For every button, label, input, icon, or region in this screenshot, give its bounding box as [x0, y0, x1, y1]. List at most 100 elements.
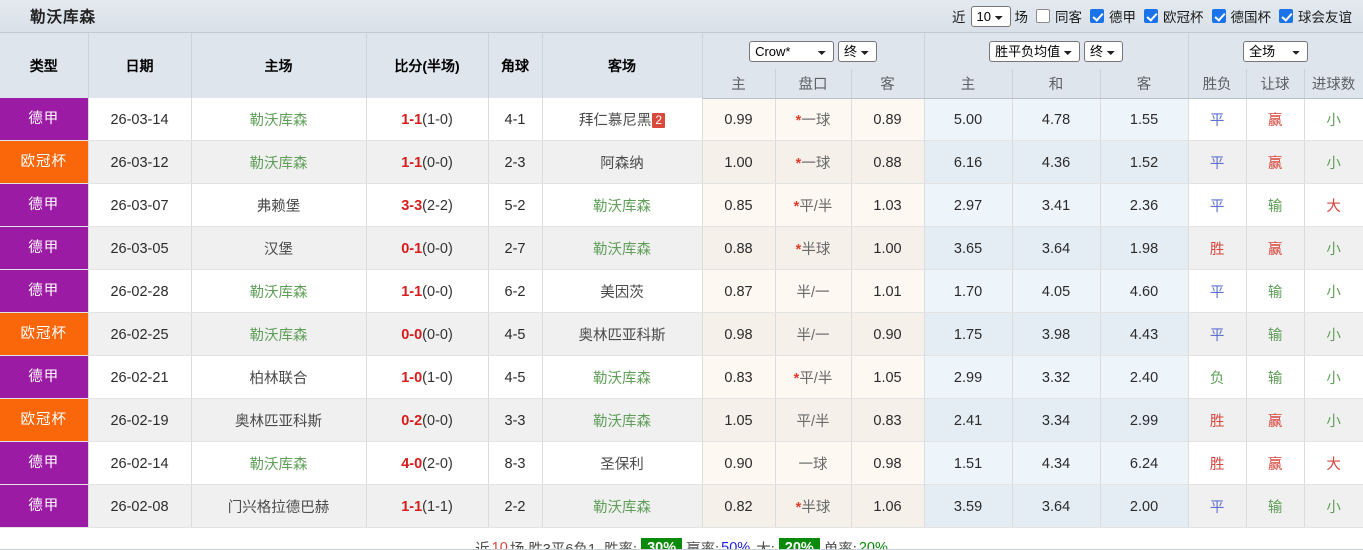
- table-row[interactable]: 德甲 26-02-28 勒沃库森 1-1(0-0) 6-2 美因茨 0.87 半/一 1.01 1…: [0, 269, 1363, 313]
- recent-count-select[interactable]: 6102030: [970, 5, 1011, 27]
- handicap-stage-select[interactable]: 初终: [837, 40, 877, 62]
- cell-league-type[interactable]: 德甲: [0, 226, 89, 270]
- cell-odds-away: 1.55: [1100, 98, 1189, 141]
- cell-away-team[interactable]: 勒沃库森: [542, 398, 703, 442]
- table-row[interactable]: 欧冠杯 26-02-19 奥林匹亚科斯 0-2(0-0) 3-3 勒沃库森 1.05 平/半 0…: [0, 398, 1363, 442]
- handicap-company-select[interactable]: Crow*Bet365Macauslot易胜博: [749, 40, 835, 62]
- cell-result-wdl: 平: [1188, 312, 1247, 356]
- col-head-odds-away: 客: [1100, 69, 1189, 99]
- col-head-away: 客场: [542, 33, 703, 98]
- filter-checkbox-3[interactable]: [1279, 9, 1293, 23]
- cell-corner: 6-2: [488, 269, 543, 313]
- table-row[interactable]: 欧冠杯 26-02-25 勒沃库森 0-0(0-0) 4-5 奥林匹亚科斯 0.98 半/一 0…: [0, 312, 1363, 356]
- cell-home-team[interactable]: 奥林匹亚科斯: [191, 398, 367, 442]
- cell-away-team[interactable]: 拜仁慕尼黑 2: [542, 98, 703, 141]
- cell-score[interactable]: 0-0(0-0): [366, 312, 489, 356]
- cell-score[interactable]: 1-1(1-0): [366, 98, 489, 141]
- cell-score[interactable]: 4-0(2-0): [366, 441, 489, 485]
- league-badge: 德甲: [0, 485, 87, 527]
- cell-score[interactable]: 1-1(0-0): [366, 140, 489, 184]
- cell-corner: 2-3: [488, 140, 543, 184]
- odds-type-select[interactable]: 胜平负均值亚盘均值大小球均值: [989, 40, 1081, 62]
- cell-corner: 3-3: [488, 398, 543, 442]
- cell-handicap-line: 一球: [775, 441, 852, 485]
- cell-corner: 8-3: [488, 441, 543, 485]
- cell-result-handicap: 赢: [1246, 226, 1305, 270]
- cell-score[interactable]: 0-1(0-0): [366, 226, 489, 270]
- cell-away-team[interactable]: 勒沃库森: [542, 355, 703, 399]
- cell-odds-draw: 3.34: [1012, 398, 1101, 442]
- cell-away-team[interactable]: 圣保利: [542, 441, 703, 485]
- table-row[interactable]: 欧冠杯 26-03-12 勒沃库森 1-1(0-0) 2-3 阿森纳 1.00 *一球 0.88…: [0, 140, 1363, 184]
- cell-score[interactable]: 1-1(0-0): [366, 269, 489, 313]
- cell-date: 26-03-07: [88, 183, 192, 227]
- cell-league-type[interactable]: 德甲: [0, 98, 89, 141]
- cell-league-type[interactable]: 欧冠杯: [0, 312, 89, 356]
- cell-league-type[interactable]: 德甲: [0, 269, 89, 313]
- table-row[interactable]: 德甲 26-03-14 勒沃库森 1-1(1-0) 4-1 拜仁慕尼黑 2 0.99 *一球 0.…: [0, 98, 1363, 141]
- cell-odds-home: 2.99: [924, 355, 1013, 399]
- cell-score[interactable]: 1-1(1-1): [366, 484, 489, 528]
- cell-odds-home: 3.65: [924, 226, 1013, 270]
- filter-checkbox-2[interactable]: [1211, 9, 1226, 23]
- cell-league-type[interactable]: 德甲: [0, 441, 89, 485]
- cell-away-team[interactable]: 奥林匹亚科斯: [542, 312, 703, 356]
- filter-checkbox-0[interactable]: [1090, 9, 1104, 23]
- cell-home-team[interactable]: 勒沃库森: [191, 140, 367, 184]
- cell-handicap-away-odds: 1.03: [851, 183, 925, 227]
- same-venue-checkbox[interactable]: [1036, 9, 1050, 23]
- col-head-type: 类型: [0, 33, 89, 98]
- cell-home-team[interactable]: 汉堡: [191, 226, 367, 270]
- league-badge: 欧冠杯: [0, 399, 87, 441]
- cell-away-team[interactable]: 阿森纳: [542, 140, 703, 184]
- cell-home-team[interactable]: 柏林联合: [191, 355, 367, 399]
- cell-league-type[interactable]: 欧冠杯: [0, 398, 89, 442]
- cell-league-type[interactable]: 欧冠杯: [0, 140, 89, 184]
- table-row[interactable]: 德甲 26-03-05 汉堡 0-1(0-0) 2-7 勒沃库森 0.88 *半球 1.00 3.…: [0, 226, 1363, 270]
- cell-score[interactable]: 3-3(2-2): [366, 183, 489, 227]
- cell-odds-away: 2.99: [1100, 398, 1189, 442]
- cell-handicap-away-odds: 0.88: [851, 140, 925, 184]
- cell-home-team[interactable]: 勒沃库森: [191, 312, 367, 356]
- cell-odds-home: 6.16: [924, 140, 1013, 184]
- scope-select[interactable]: 全场上半场下半场: [1243, 40, 1309, 62]
- cell-league-type[interactable]: 德甲: [0, 484, 89, 528]
- cell-score[interactable]: 0-2(0-0): [366, 398, 489, 442]
- summary-count: 10: [491, 540, 508, 550]
- header-filters: 近 6102030 场 同客 德甲 欧冠杯 德国杯 球会友谊: [952, 5, 1355, 27]
- cell-handicap-away-odds: 0.89: [851, 98, 925, 141]
- cell-away-team[interactable]: 勒沃库森: [542, 484, 703, 528]
- filter-checkbox-1[interactable]: [1144, 9, 1158, 23]
- cell-home-team[interactable]: 勒沃库森: [191, 441, 367, 485]
- cell-league-type[interactable]: 德甲: [0, 183, 89, 227]
- league-badge: 德甲: [0, 442, 87, 484]
- cell-result-handicap: 输: [1246, 484, 1305, 528]
- cell-away-team[interactable]: 勒沃库森: [542, 183, 703, 227]
- cell-date: 26-02-25: [88, 312, 192, 356]
- cell-result-handicap: 赢: [1246, 398, 1305, 442]
- cell-home-team[interactable]: 勒沃库森: [191, 269, 367, 313]
- table-row[interactable]: 德甲 26-03-07 弗赖堡 3-3(2-2) 5-2 勒沃库森 0.85 *平/半 1.03…: [0, 183, 1363, 227]
- cell-result-handicap: 输: [1246, 183, 1305, 227]
- cell-away-team[interactable]: 美因茨: [542, 269, 703, 313]
- cell-home-team[interactable]: 门兴格拉德巴赫: [191, 484, 367, 528]
- cell-score[interactable]: 1-0(1-0): [366, 355, 489, 399]
- cell-odds-home: 2.41: [924, 398, 1013, 442]
- cell-result-wdl: 平: [1188, 183, 1247, 227]
- cell-handicap-home-odds: 0.90: [702, 441, 776, 485]
- cell-odds-draw: 3.64: [1012, 484, 1101, 528]
- cell-result-handicap: 输: [1246, 269, 1305, 313]
- table-row[interactable]: 德甲 26-02-08 门兴格拉德巴赫 1-1(1-1) 2-2 勒沃库森 0.82 *半球 1…: [0, 484, 1363, 528]
- cell-home-team[interactable]: 弗赖堡: [191, 183, 367, 227]
- league-badge: 德甲: [0, 184, 87, 226]
- table-row[interactable]: 德甲 26-02-21 柏林联合 1-0(1-0) 4-5 勒沃库森 0.83 *平/半 1.0…: [0, 355, 1363, 399]
- cell-result-goals: 大: [1304, 441, 1363, 485]
- cell-odds-home: 1.75: [924, 312, 1013, 356]
- cell-away-team[interactable]: 勒沃库森: [542, 226, 703, 270]
- cell-league-type[interactable]: 德甲: [0, 355, 89, 399]
- odds-stage-select[interactable]: 初终: [1083, 40, 1123, 62]
- cell-handicap-home-odds: 0.85: [702, 183, 776, 227]
- table-row[interactable]: 德甲 26-02-14 勒沃库森 4-0(2-0) 8-3 圣保利 0.90 一球 0.98 1.…: [0, 441, 1363, 485]
- cell-date: 26-02-21: [88, 355, 192, 399]
- cell-home-team[interactable]: 勒沃库森: [191, 98, 367, 141]
